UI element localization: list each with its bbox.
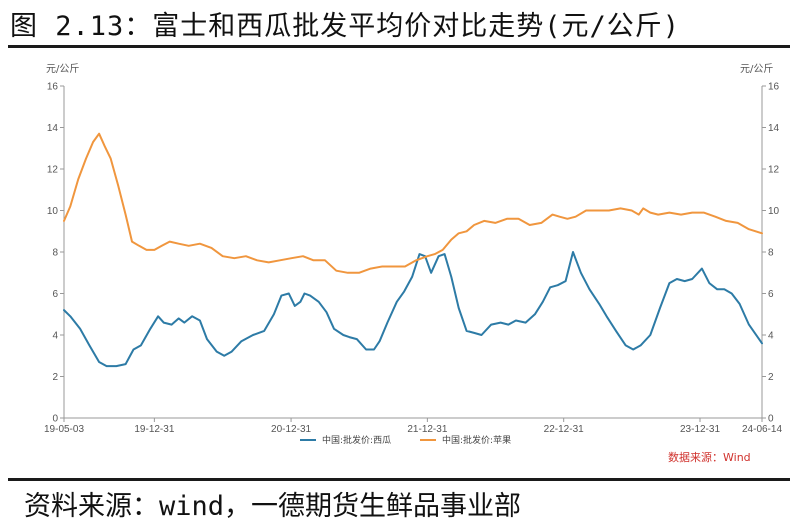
left-y-tick-label: 14 xyxy=(47,123,59,134)
price-chart: 元/公斤 元/公斤 0 0 2 2 4 4 6 6 8 8 10 10 12 12 14 14 16 16 19-0… xyxy=(44,63,782,464)
right-unit-label: 元/公斤 xyxy=(740,63,773,75)
apple-price-line xyxy=(63,132,763,274)
right-y-tick-label: 14 xyxy=(768,123,780,134)
left-y-tick-label: 10 xyxy=(47,206,59,217)
left-unit-label: 元/公斤 xyxy=(46,63,79,75)
right-y-tick-label: 6 xyxy=(768,289,774,300)
title-rule xyxy=(8,45,790,48)
right-y-tick-label: 10 xyxy=(768,206,780,217)
axes: 0 0 2 2 4 4 6 6 8 8 10 10 12 12 14 14 16 16 19-05-03 19-12-… xyxy=(44,82,782,436)
right-y-tick-label: 4 xyxy=(768,331,774,342)
right-y-tick-label: 2 xyxy=(768,372,774,383)
left-y-tick-label: 16 xyxy=(47,82,59,93)
series-lines xyxy=(63,132,763,368)
left-y-tick-label: 8 xyxy=(52,248,58,259)
x-tick-label: 22-12-31 xyxy=(544,424,584,435)
source-rule xyxy=(8,478,790,481)
x-tick-label: 20-12-31 xyxy=(271,424,311,435)
left-y-tick-label: 2 xyxy=(52,372,58,383)
right-y-tick-label: 0 xyxy=(768,414,774,425)
left-y-tick-label: 4 xyxy=(52,331,58,342)
left-y-tick-label: 0 xyxy=(52,414,58,425)
figure-source: 资料来源：wind，一德期货生鲜品事业部 xyxy=(24,491,522,522)
right-y-tick-label: 8 xyxy=(768,248,774,259)
left-y-tick-label: 12 xyxy=(47,165,59,176)
right-y-tick-label: 16 xyxy=(768,82,780,93)
x-tick-label: 19-12-31 xyxy=(134,424,174,435)
legend-label: 中国:批发价:苹果 xyxy=(442,434,511,446)
left-y-tick-label: 6 xyxy=(52,289,58,300)
x-tick-label: 23-12-31 xyxy=(680,424,720,435)
data-credit: 数据来源：Wind xyxy=(668,450,751,464)
figure-title: 图 2.13：富士和西瓜批发平均价对比走势(元/公斤) xyxy=(10,11,681,42)
x-tick-label: 19-05-03 xyxy=(44,424,84,435)
right-y-tick-label: 12 xyxy=(768,165,780,176)
legend: 中国:批发价:西瓜 中国:批发价:苹果 xyxy=(300,434,511,446)
watermelon-price-line xyxy=(63,251,763,368)
x-tick-label: 24-06-14 xyxy=(742,424,782,435)
x-tick-label: 21-12-31 xyxy=(407,424,447,435)
legend-label: 中国:批发价:西瓜 xyxy=(322,434,391,446)
